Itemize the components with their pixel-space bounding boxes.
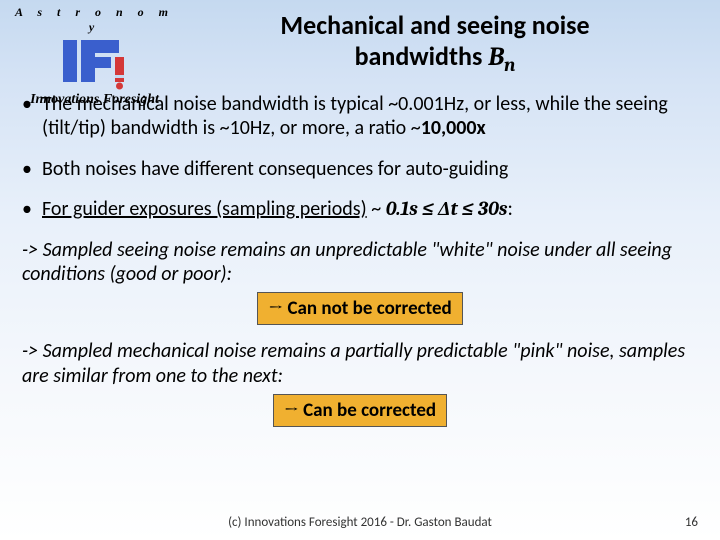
- bullet-3-tilde: ~: [367, 197, 386, 221]
- page-number: 16: [685, 515, 698, 530]
- bullet-3-colon: :: [507, 197, 512, 221]
- arrow-2: →: [284, 399, 299, 421]
- content-area: The mechanical noise bandwidth is typica…: [22, 92, 698, 441]
- bullet-2: Both noises have different consequences …: [22, 157, 698, 181]
- bullet-1-text: The mechanical noise bandwidth is typica…: [42, 92, 668, 140]
- note-2: -> Sampled mechanical noise remains a pa…: [22, 339, 698, 388]
- bullet-3-underline: For guider exposures (sampling periods): [42, 197, 367, 221]
- logo-arc-text: A s t r o n o m y: [12, 5, 177, 35]
- box-can: → Can be corrected: [273, 394, 447, 427]
- bullet-2-text: Both noises have different consequences …: [42, 157, 508, 181]
- title-symbol: B: [488, 42, 504, 72]
- title-line1: Mechanical and seeing noise: [280, 9, 589, 41]
- logo-if-icon: [55, 35, 135, 90]
- footer-copyright: (c) Innovations Foresight 2016 - Dr. Gas…: [0, 515, 720, 530]
- bullet-3-formula: 0.1s ≤ Δt ≤ 30s: [386, 197, 508, 220]
- arrow-1: →: [268, 297, 283, 319]
- title-line2a: bandwidths: [355, 40, 489, 72]
- bullet-1: The mechanical noise bandwidth is typica…: [22, 92, 698, 141]
- page-title: Mechanical and seeing noise bandwidths B…: [180, 10, 690, 77]
- box-row-2: → Can be corrected: [22, 394, 698, 427]
- box-2-text: Can be corrected: [299, 399, 436, 422]
- bullet-1-bold: 10,000x: [421, 116, 486, 140]
- box-1-text: Can not be corrected: [283, 297, 452, 320]
- box-cannot: → Can not be corrected: [257, 292, 462, 325]
- note-1: -> Sampled seeing noise remains an unpre…: [22, 238, 698, 287]
- bullet-3: For guider exposures (sampling periods) …: [22, 197, 698, 221]
- title-subscript: n: [504, 53, 515, 76]
- box-row-1: → Can not be corrected: [22, 292, 698, 325]
